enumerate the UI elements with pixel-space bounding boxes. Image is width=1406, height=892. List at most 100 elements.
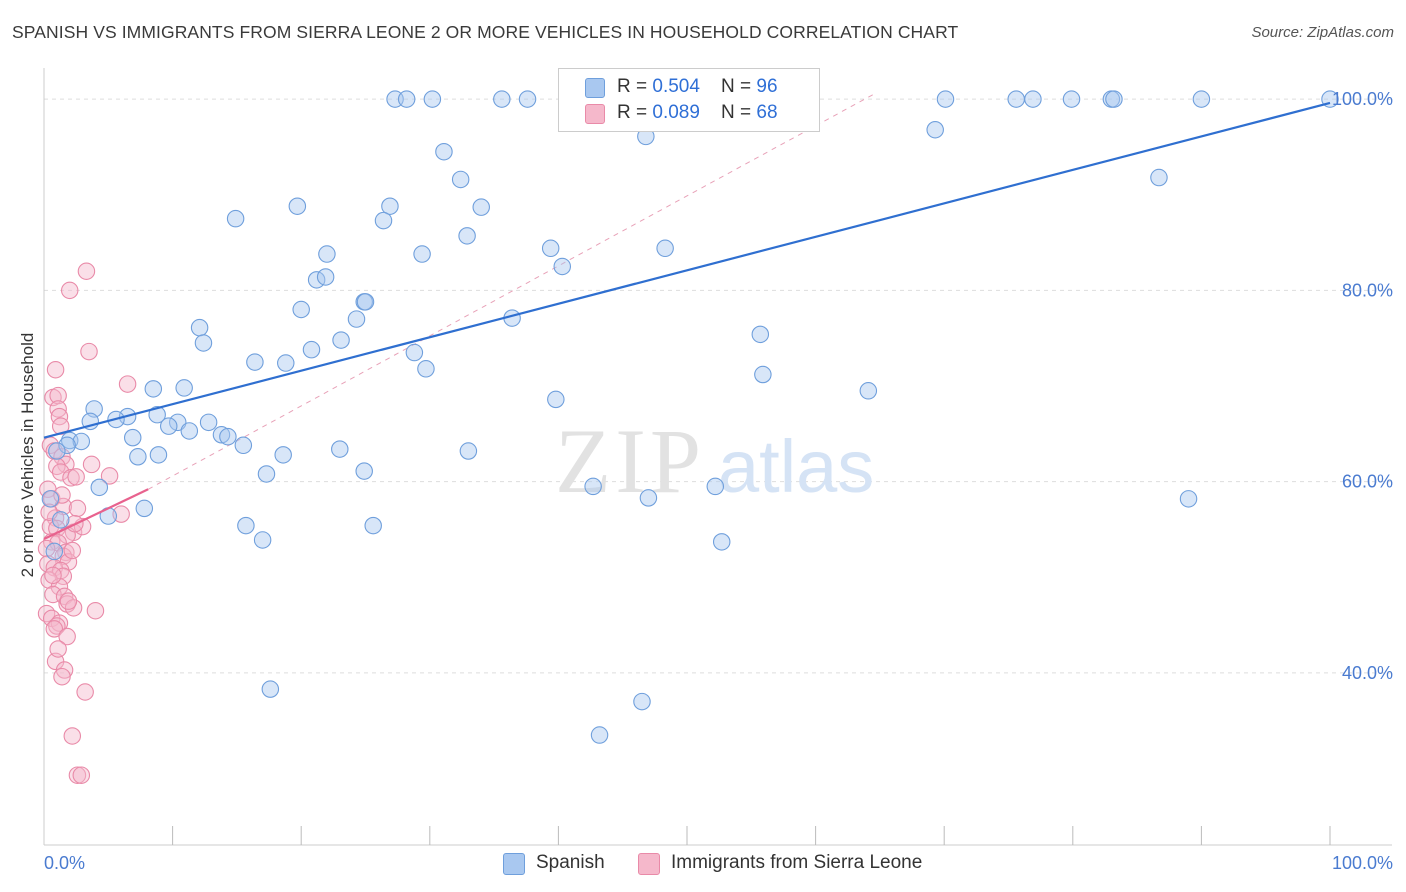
spanish-point — [381, 197, 399, 215]
spanish-point — [302, 340, 321, 359]
spanish-point — [356, 293, 375, 311]
spanish-point — [493, 90, 511, 108]
spanish-point — [859, 382, 878, 400]
spanish-point — [541, 239, 560, 258]
spanish-point — [51, 511, 70, 529]
sierra-leone-point — [49, 386, 67, 405]
y-tick-label: 40.0% — [1342, 663, 1393, 683]
spanish-point — [237, 516, 255, 535]
x-tick-label-right: 100.0% — [1332, 853, 1393, 873]
spanish-point — [253, 531, 272, 549]
sierra-leone-point — [44, 566, 62, 585]
spanish-point — [639, 489, 658, 507]
n-label: N = — [721, 102, 757, 123]
spanish-point — [459, 442, 478, 460]
legend-label-sierra-leone: Immigrants from Sierra Leone — [671, 852, 923, 873]
axes — [43, 68, 1392, 846]
spanish-point — [584, 477, 602, 496]
spanish-point — [364, 516, 382, 535]
sierra-leone-point — [63, 541, 82, 560]
spanish-point — [123, 428, 142, 447]
spanish-point — [656, 239, 674, 258]
x-tick-labels: 0.0% 100.0% — [44, 853, 1393, 873]
spanish-point — [590, 726, 609, 744]
stats-legend: R = 0.504 N = 96 R = 0.089 N = 68 — [558, 68, 820, 132]
spanish-point — [234, 436, 253, 455]
spanish-point — [712, 533, 731, 551]
sierra-leone-point — [48, 617, 66, 635]
spanish-point — [936, 90, 955, 108]
spanish-point — [451, 170, 470, 189]
spanish-point — [190, 318, 209, 337]
spanish-point — [518, 90, 537, 108]
sierra-leone-point — [67, 468, 85, 486]
r-value: 0.089 — [652, 102, 700, 123]
spanish-point — [199, 413, 218, 432]
r-label: R = — [617, 102, 653, 123]
spanish-trend-line — [43, 101, 1331, 439]
sierra-leone-point — [86, 601, 105, 620]
spanish-point — [458, 227, 476, 245]
spanish-point — [148, 405, 166, 424]
sierra-leone-point — [59, 592, 78, 610]
spanish-point — [292, 300, 310, 319]
sierra-leone-point — [58, 627, 76, 646]
spanish-point — [257, 465, 276, 483]
x-tick-label-left: 0.0% — [44, 853, 85, 873]
spanish-point — [194, 334, 213, 352]
sierra-leone-point — [112, 505, 130, 523]
y-tick-label: 100.0% — [1332, 89, 1393, 109]
spanish-points — [41, 90, 1339, 744]
sierra-leone-point — [49, 640, 67, 658]
sierra-leone-point — [100, 467, 119, 485]
n-value: 96 — [756, 76, 778, 97]
spanish-point — [159, 417, 178, 435]
y-tick-label: 60.0% — [1342, 472, 1393, 492]
spanish-point — [423, 90, 442, 108]
sierra-leone-swatch — [585, 104, 605, 124]
spanish-point — [405, 343, 424, 362]
r-label: R = — [617, 76, 653, 97]
spanish-point — [41, 490, 60, 508]
spanish-point — [149, 446, 168, 464]
spanish-point — [58, 436, 76, 455]
chart-title: SPANISH VS IMMIGRANTS FROM SIERRA LEONE … — [12, 22, 959, 42]
spanish-point — [553, 257, 572, 276]
watermark-atlas: atlas — [718, 425, 874, 508]
spanish-point — [754, 365, 772, 384]
spanish-point — [347, 310, 366, 328]
sierra-leone-point — [76, 683, 94, 701]
spanish-point — [1007, 90, 1025, 108]
spanish-point — [1192, 90, 1211, 108]
sierra-leone-point — [45, 620, 64, 638]
reference-diagonal — [147, 93, 874, 490]
spanish-legend-swatch — [503, 853, 525, 875]
sierra-leone-point — [46, 360, 65, 379]
y-axis-label: 2 or more Vehicles in Household — [18, 333, 37, 578]
spanish-point — [90, 478, 109, 497]
spanish-point — [129, 448, 147, 466]
y-tick-label: 80.0% — [1342, 280, 1393, 300]
sierra-leone-point — [62, 469, 80, 487]
spanish-point — [175, 379, 193, 397]
spanish-point — [45, 542, 64, 561]
spanish-point — [219, 427, 237, 446]
y-tick-labels: 40.0% 60.0% 80.0% 100.0% — [1332, 89, 1393, 683]
spanish-point — [332, 331, 350, 349]
source-label: Source: ZipAtlas.com — [1251, 24, 1394, 41]
r-value: 0.504 — [652, 76, 700, 97]
sierra-leone-point — [118, 375, 137, 393]
spanish-point — [413, 245, 431, 263]
spanish-point — [397, 90, 416, 108]
watermark-zip: ZIP — [555, 410, 705, 512]
sierra-leone-point — [53, 486, 71, 504]
sierra-leone-trend-line — [43, 488, 149, 540]
sierra-leone-point — [68, 499, 87, 518]
spanish-point — [355, 462, 373, 480]
spanish-point — [72, 432, 91, 451]
sierra-leone-point — [68, 766, 87, 784]
reference-line — [147, 93, 874, 490]
spanish-point — [706, 477, 725, 496]
n-value: 68 — [756, 102, 778, 123]
